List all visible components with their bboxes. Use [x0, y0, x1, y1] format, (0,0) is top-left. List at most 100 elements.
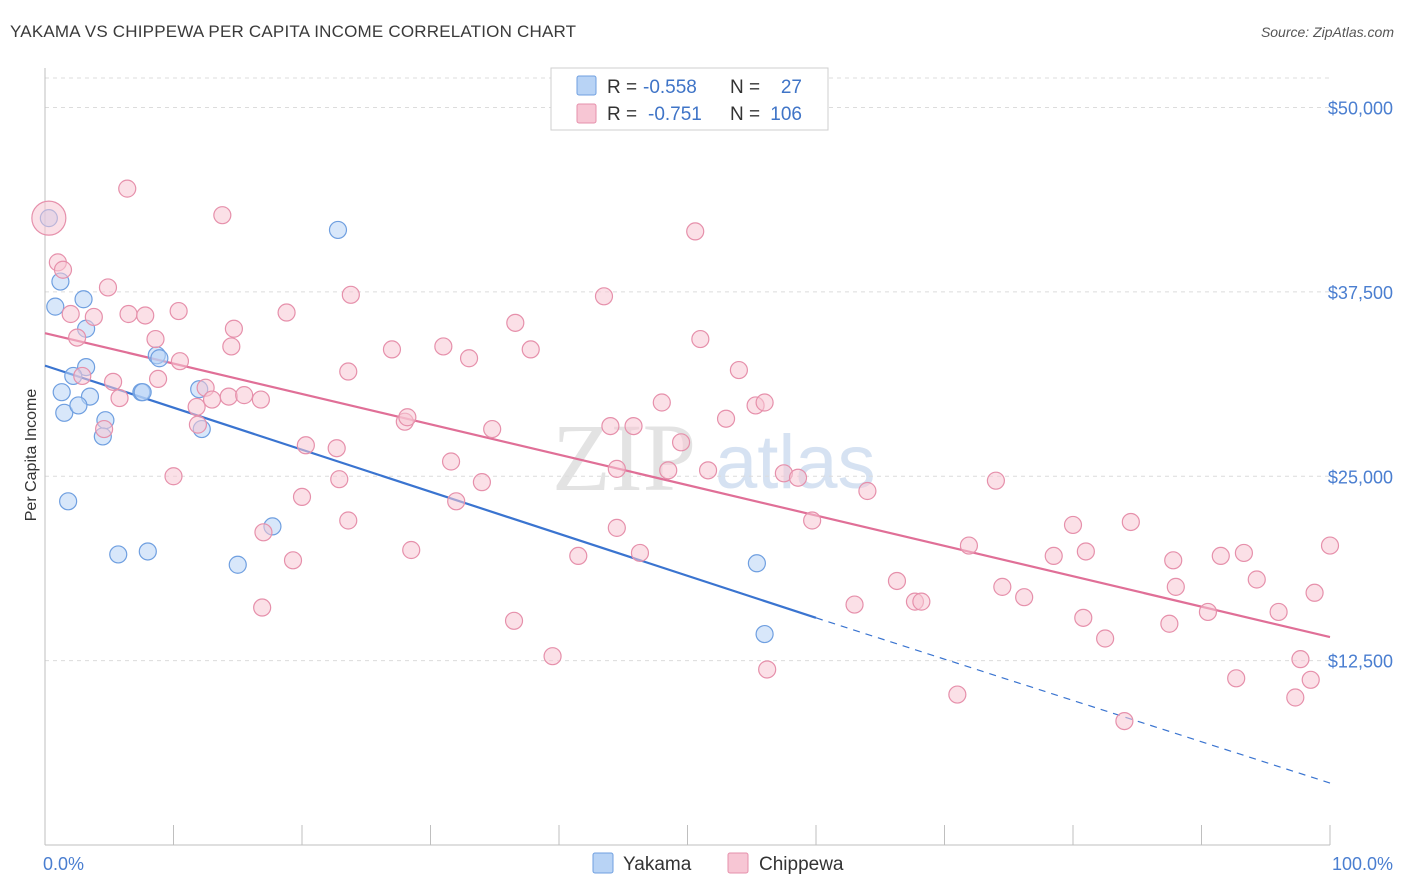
chippewa-point: [948, 685, 967, 704]
chippewa-point: [202, 390, 222, 409]
chippewa-point: [472, 473, 491, 492]
chippewa-point: [251, 390, 270, 409]
chippewa-point: [1015, 588, 1034, 607]
chart-title: YAKAMA VS CHIPPEWA PER CAPITA INCOME COR…: [10, 22, 577, 41]
yakama-point: [59, 492, 78, 511]
chippewa-point: [1320, 536, 1340, 555]
chippewa-point: [986, 471, 1006, 490]
tick-labels: $12,500 $25,000 $37,500 $50,000 0.0% 100.0%: [43, 99, 1393, 875]
chippewa-point: [213, 206, 232, 225]
yakama-point: [69, 396, 88, 415]
chippewa-point: [146, 329, 165, 349]
chippewa-point: [1269, 602, 1288, 622]
chippewa-point: [119, 304, 138, 324]
chippewa-point: [601, 417, 620, 436]
chippewa-point: [73, 366, 92, 386]
chippewa-point: [296, 436, 315, 455]
chippewa-point: [402, 540, 421, 560]
bottom-legend-swatch-chippewa: [727, 852, 749, 874]
chippewa-point: [659, 461, 678, 480]
series-legend: Yakama Chippewa: [592, 852, 844, 875]
chippewa-point: [84, 307, 103, 327]
chippewa-point: [858, 481, 877, 501]
chippewa-point: [1227, 669, 1246, 688]
x-tick-label-end: 100.0%: [1332, 854, 1393, 874]
trend-lines: [44, 332, 1331, 784]
chippewa-point: [755, 393, 774, 412]
chippewa-point: [959, 536, 979, 555]
chippewa-point: [506, 313, 525, 332]
chippewa-point: [148, 369, 168, 388]
chippewa-point: [164, 467, 183, 486]
chippewa-point: [169, 301, 188, 321]
chippewa-point: [31, 200, 67, 236]
x-tick-label-start: 0.0%: [43, 854, 84, 874]
chippewa-point: [170, 352, 190, 371]
chippewa-point: [1076, 542, 1095, 561]
chippewa-point: [188, 415, 208, 434]
chippewa-point: [803, 511, 822, 530]
chippewa-point: [686, 222, 705, 241]
legend-r-value-yakama: -0.558: [643, 77, 697, 98]
legend-n-value-yakama: 27: [781, 77, 802, 98]
legend-n-label-chippewa: N =: [730, 104, 760, 125]
chippewa-point: [521, 340, 540, 359]
chippewa-point: [1115, 711, 1134, 731]
yakama-point: [52, 383, 71, 402]
stats-legend: R = -0.558 N = 27 R = -0.751 N = 106: [550, 67, 829, 131]
watermark-atlas: atlas: [715, 420, 876, 505]
yakama-point: [46, 297, 65, 316]
chippewa-point: [68, 328, 87, 347]
chippewa-point: [118, 179, 137, 198]
yakama-point: [228, 555, 247, 574]
chippewa-point: [219, 387, 238, 406]
chippewa-point: [104, 372, 123, 391]
chippewa-point: [1198, 602, 1218, 622]
chippewa-point: [95, 419, 114, 439]
yakama-point: [55, 403, 74, 422]
chippewa-point: [1301, 670, 1320, 689]
y-tick-label: $50,000: [1328, 99, 1393, 119]
chippewa-point: [594, 287, 614, 306]
chippewa-point: [845, 595, 864, 614]
chippewa-point: [912, 592, 931, 611]
chippewa-point: [607, 459, 626, 478]
chippewa-point: [441, 452, 461, 471]
y-tick-label: $37,500: [1328, 283, 1393, 303]
chippewa-point: [382, 340, 402, 359]
chippewa-point: [254, 523, 273, 542]
chippewa-point: [327, 439, 346, 458]
legend-n-label-yakama: N =: [730, 77, 760, 98]
y-tick-label: $25,000: [1328, 467, 1393, 487]
yakama-point: [109, 545, 128, 564]
chippewa-point: [1286, 688, 1305, 707]
chippewa-point: [630, 543, 650, 563]
chippewa-point: [993, 577, 1012, 596]
chippewa-point: [887, 571, 907, 591]
chippewa-point: [235, 386, 254, 405]
chippewa-point: [398, 408, 417, 427]
chippewa-point: [1160, 614, 1179, 633]
legend-swatch-yakama: [576, 75, 597, 96]
chippewa-point: [339, 362, 358, 381]
bottom-legend-label-chippewa: Chippewa: [759, 854, 844, 875]
chippewa-point: [330, 470, 349, 489]
data-points: [31, 179, 1340, 731]
chippewa-point: [788, 468, 808, 487]
legend-n-value-chippewa: 106: [770, 104, 802, 125]
chippewa-point: [187, 397, 206, 417]
yakama-point: [755, 624, 774, 644]
chippewa-point: [61, 304, 80, 324]
chippewa-point: [222, 337, 241, 356]
chippewa-point: [716, 409, 736, 428]
source-label: Source: ZipAtlas.com: [1260, 24, 1394, 40]
chippewa-point: [110, 388, 129, 408]
yakama-trend-line: [44, 364, 817, 619]
chippewa-point: [447, 492, 466, 511]
legend-swatch-chippewa: [576, 103, 597, 124]
legend-r-label-yakama: R =: [607, 77, 637, 98]
chippewa-point: [691, 329, 710, 349]
chippewa-point: [277, 303, 296, 322]
chippewa-point: [607, 518, 626, 537]
chippewa-point: [339, 511, 358, 530]
